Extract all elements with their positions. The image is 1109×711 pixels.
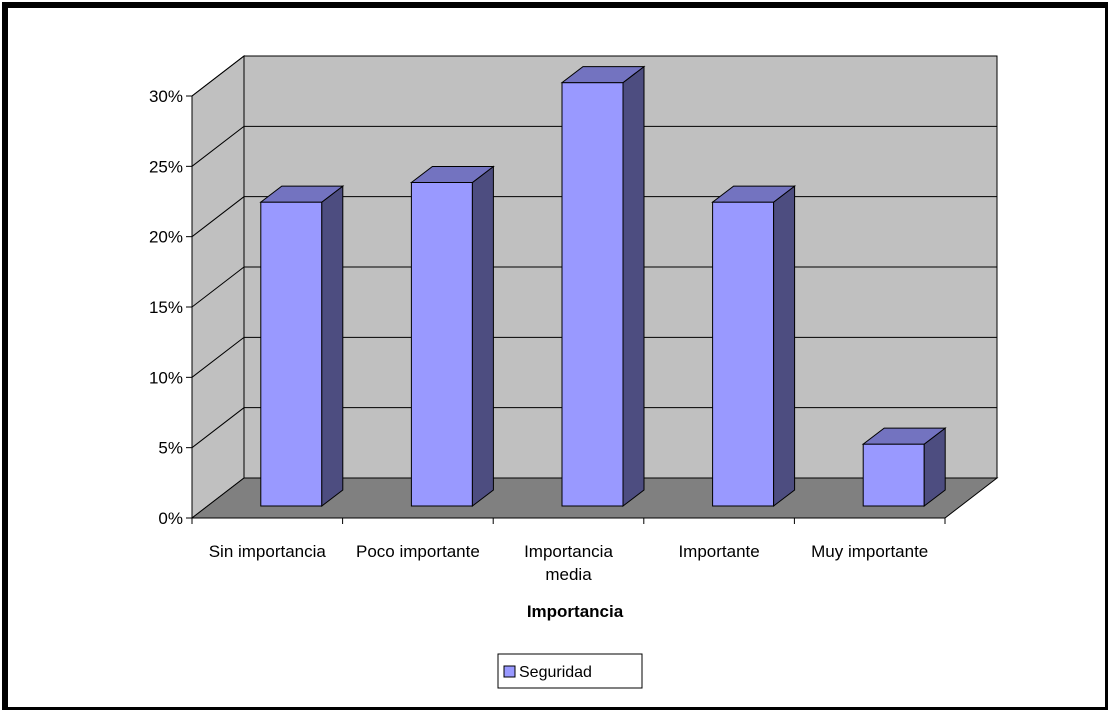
- y-tick-label: 0%: [158, 509, 183, 528]
- bar-front: [410, 181, 473, 507]
- bar-front: [260, 201, 323, 507]
- y-tick-label: 15%: [149, 298, 183, 317]
- y-tick-label: 5%: [158, 439, 183, 458]
- legend: Seguridad: [497, 653, 643, 689]
- bar: [861, 427, 947, 508]
- y-tick-label: 25%: [149, 157, 183, 176]
- gridline: [191, 55, 997, 97]
- bar-side: [471, 165, 494, 508]
- bar-top: [259, 185, 345, 203]
- bar: [560, 65, 646, 508]
- bar-top: [861, 427, 947, 445]
- x-tick-label: Importante: [678, 542, 759, 561]
- bar-front: [712, 201, 775, 507]
- y-tick-label: 30%: [149, 87, 183, 106]
- bar-side: [321, 185, 344, 508]
- bar-top: [711, 185, 797, 203]
- bar-top: [409, 165, 495, 183]
- legend-box: [497, 653, 643, 689]
- bar: [409, 165, 495, 508]
- bar: [711, 185, 797, 508]
- bar-front: [862, 443, 925, 507]
- bar-chart: 0% 5% 10% 15% 20% 25% 30% Sin importancia Poco …: [149, 54, 999, 689]
- bar-side: [773, 185, 796, 508]
- legend-swatch: [503, 665, 516, 678]
- x-tick-label: Sin importancia: [209, 542, 327, 561]
- bar-front: [561, 82, 624, 507]
- x-tick-label: Importancia media: [524, 542, 613, 584]
- x-axis-title: Importancia: [527, 602, 624, 621]
- y-tick-label: 20%: [149, 228, 183, 247]
- bar: [259, 185, 345, 508]
- bar-top: [560, 66, 646, 84]
- legend-label: Seguridad: [519, 664, 592, 681]
- x-tick-label: Poco importante: [356, 542, 480, 561]
- y-tick-label: 10%: [149, 368, 183, 387]
- x-tick-label: Muy importante: [811, 542, 928, 561]
- gridline: [191, 125, 997, 167]
- bar-side: [622, 65, 645, 508]
